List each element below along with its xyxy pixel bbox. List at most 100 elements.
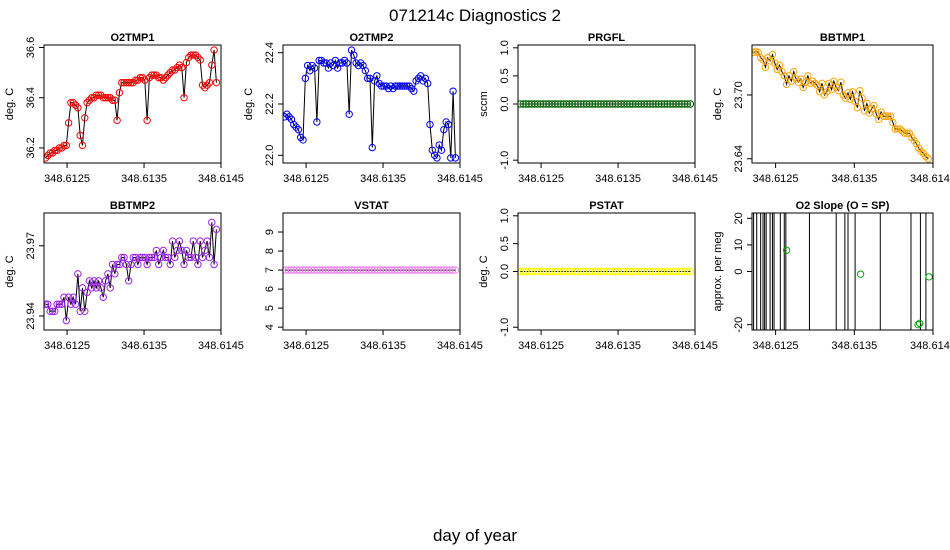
data-point (672, 100, 680, 108)
y-tick-label: 0 (733, 268, 745, 274)
panel-ylabel: deg. C (4, 88, 16, 120)
data-point (782, 246, 791, 254)
data-point (161, 253, 170, 262)
y-tick-label: 0.0 (499, 264, 511, 279)
data-point (652, 267, 660, 276)
data-point (203, 81, 211, 89)
data-point (118, 78, 126, 87)
data-point (290, 120, 298, 129)
panel-title: PRGFL (588, 32, 626, 44)
data-point (108, 96, 117, 104)
data-point (539, 267, 548, 276)
y-tick-label: 23.70 (733, 81, 745, 109)
x-tick-label: 348.6135 (831, 340, 877, 352)
data-point (811, 79, 819, 87)
data-point (412, 77, 420, 85)
x-tick-label: 348.6135 (360, 173, 406, 185)
data-point (525, 267, 533, 276)
y-tick-label: 23.94 (25, 302, 37, 330)
data-point (304, 266, 313, 274)
panel-title: O2TMP1 (110, 32, 154, 44)
data-point (384, 84, 393, 93)
data-point (640, 267, 648, 276)
data-point (159, 76, 167, 84)
data-point (178, 246, 186, 255)
data-point (284, 266, 292, 274)
data-point (357, 59, 365, 67)
data-point (212, 78, 221, 87)
y-tick-label: 36.2 (25, 137, 37, 158)
data-point (657, 100, 666, 108)
data-point (877, 108, 885, 116)
data-point (316, 266, 324, 274)
data-point (922, 152, 930, 161)
data-point (148, 253, 156, 262)
panel-pstat: PSTAT deg. C 348.6125 348.6135 348.6145 -1.0 0… (478, 200, 718, 352)
figure-xlabel: day of year (433, 526, 517, 545)
data-point (675, 267, 683, 276)
data-point (577, 100, 585, 108)
data-point (896, 125, 904, 133)
data-point (99, 94, 107, 102)
data-point (574, 100, 582, 108)
x-tick-label: 348.6135 (595, 173, 641, 185)
data-point (594, 267, 602, 276)
data-point (773, 65, 781, 74)
data-point (359, 266, 367, 274)
data-point (536, 100, 545, 108)
data-point (856, 87, 864, 95)
data-point (398, 82, 406, 90)
data-point (605, 100, 614, 108)
data-point (113, 260, 121, 269)
data-point (402, 266, 411, 274)
data-point (666, 267, 674, 276)
panel-prgfl: PRGFL sccm 348.6125 348.6135 348.6145 -1.0 0.0… (478, 32, 718, 185)
data-point (310, 266, 318, 274)
data-point (308, 61, 316, 70)
data-point (76, 131, 84, 140)
data-point (81, 307, 89, 315)
data-point (591, 267, 599, 276)
figure-title: 071214c Diagnostics 2 (389, 6, 561, 25)
data-point (104, 270, 112, 278)
data-point (426, 120, 434, 129)
data-point (582, 267, 591, 276)
data-point (827, 85, 836, 94)
data-point (53, 300, 61, 308)
data-point (363, 74, 372, 83)
data-point (368, 143, 376, 152)
panel-ylabel: sccm (478, 91, 490, 117)
data-point (196, 237, 204, 245)
data-point (889, 118, 897, 127)
data-point (643, 267, 651, 276)
data-point (94, 277, 103, 285)
data-point (113, 116, 121, 125)
data-point (825, 79, 833, 87)
data-point (120, 78, 128, 87)
data-point (443, 266, 451, 274)
data-point (340, 56, 349, 65)
data-point (419, 266, 428, 274)
data-point (447, 154, 455, 162)
data-point (141, 253, 149, 262)
data-point (336, 266, 344, 274)
data-point (71, 300, 80, 308)
y-tick-label: 23.97 (25, 232, 37, 260)
plot-frame (43, 44, 222, 164)
data-point (551, 267, 559, 276)
data-point (313, 266, 321, 274)
data-point (157, 253, 165, 262)
data-point (600, 267, 608, 276)
data-point (886, 112, 895, 120)
data-point (388, 266, 396, 274)
x-tick-label: 348.6145 (198, 173, 244, 185)
data-point (813, 81, 822, 90)
data-point (623, 267, 631, 276)
data-point (143, 116, 151, 125)
data-point (849, 88, 857, 96)
data-point (804, 72, 812, 80)
panels-group: O2TMP1 deg. C 348.6125 348.6135 348.6145 36.2… (4, 32, 950, 352)
series-line (45, 222, 217, 321)
data-point (292, 123, 300, 131)
data-point (414, 266, 422, 274)
